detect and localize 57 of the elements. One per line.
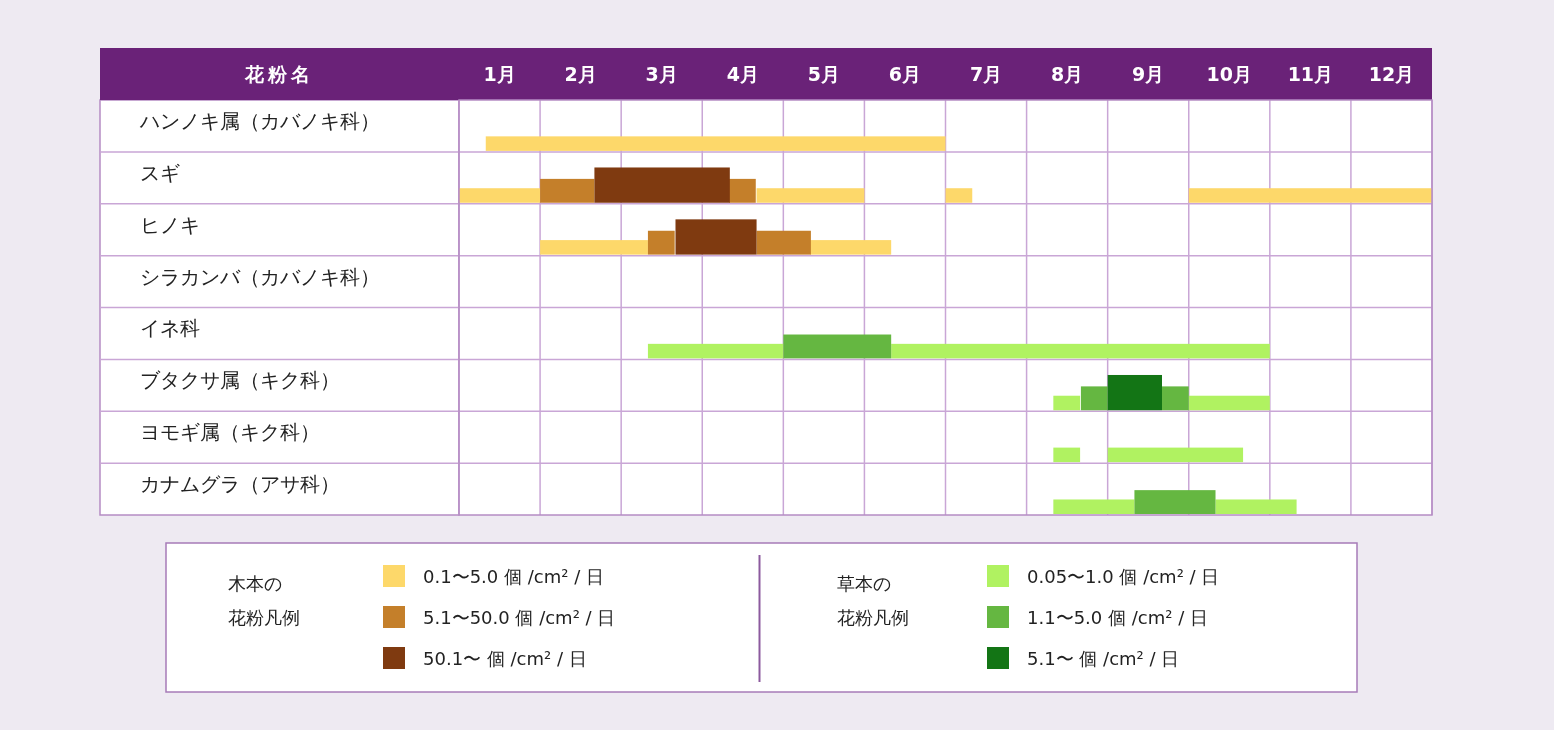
x-tick-label: 2月 <box>564 63 597 85</box>
text: 木本の <box>228 573 282 594</box>
bar <box>1188 188 1432 203</box>
y-tick-label: スギ <box>140 160 180 185</box>
bar <box>783 334 892 359</box>
legend-label: 0.1〜5.0 個 /cm² / 日 <box>423 566 604 587</box>
x-tick-label: 9月 <box>1132 63 1165 85</box>
x-tick-label: 11月 <box>1287 63 1334 85</box>
legend-label: 5.1〜50.0 個 /cm² / 日 <box>423 607 616 628</box>
bar <box>647 230 675 255</box>
y-tick-label: カナムグラ（アサ科） <box>140 472 340 497</box>
bar <box>1053 447 1081 463</box>
x-tick-label: 8月 <box>1051 63 1084 85</box>
bar <box>1080 386 1108 411</box>
x-tick-label: 4月 <box>726 63 759 85</box>
bar <box>675 219 757 255</box>
bar <box>1134 490 1216 514</box>
legend-label: 1.1〜5.0 個 /cm² / 日 <box>1027 607 1208 628</box>
y-tick-label: イネ科 <box>140 316 200 341</box>
bar <box>1215 499 1297 514</box>
text: 草本の <box>837 573 891 594</box>
bar <box>540 178 595 203</box>
y-tick-label: ヒノキ <box>140 212 200 237</box>
bar <box>756 188 865 203</box>
x-tick-label: 7月 <box>969 63 1003 85</box>
x-tick-label: 10月 <box>1206 63 1253 85</box>
bar <box>594 167 730 203</box>
legend-label: 50.1〜 個 /cm² / 日 <box>423 648 587 669</box>
bar <box>459 188 541 203</box>
bar <box>891 343 1270 359</box>
bar <box>647 343 784 359</box>
legend-label: 5.1〜 個 /cm² / 日 <box>1027 648 1180 669</box>
bar <box>810 240 892 255</box>
bar <box>1161 386 1189 411</box>
text: 花粉凡例 <box>228 607 300 628</box>
bar <box>756 230 811 255</box>
bar <box>1107 447 1244 463</box>
bar <box>485 136 946 151</box>
bar <box>540 240 648 255</box>
x-tick-label: 3月 <box>645 63 678 85</box>
bar <box>945 188 973 203</box>
bar <box>1188 395 1270 411</box>
bar <box>1053 395 1081 411</box>
bar <box>1107 374 1162 411</box>
x-tick-label: 5月 <box>807 63 840 85</box>
y-tick-label: ハンノキ属（カバノキ科） <box>139 108 380 133</box>
text: 花粉凡例 <box>837 607 909 628</box>
x-tick-label: 6月 <box>888 63 922 85</box>
legend-label: 0.05〜1.0 個 /cm² / 日 <box>1027 566 1220 587</box>
x-tick-label: 12月 <box>1368 63 1415 85</box>
x-tick-label: 1月 <box>483 63 516 85</box>
y-axis-title: 花粉名 <box>244 63 314 85</box>
y-tick-label: シラカンバ（カバノキ科） <box>140 264 380 289</box>
bar <box>1053 499 1135 514</box>
y-tick-label: ヨモギ属（キク科） <box>140 420 320 445</box>
y-tick-label: ブタクサ属（キク科） <box>140 368 340 393</box>
bar <box>729 178 756 203</box>
